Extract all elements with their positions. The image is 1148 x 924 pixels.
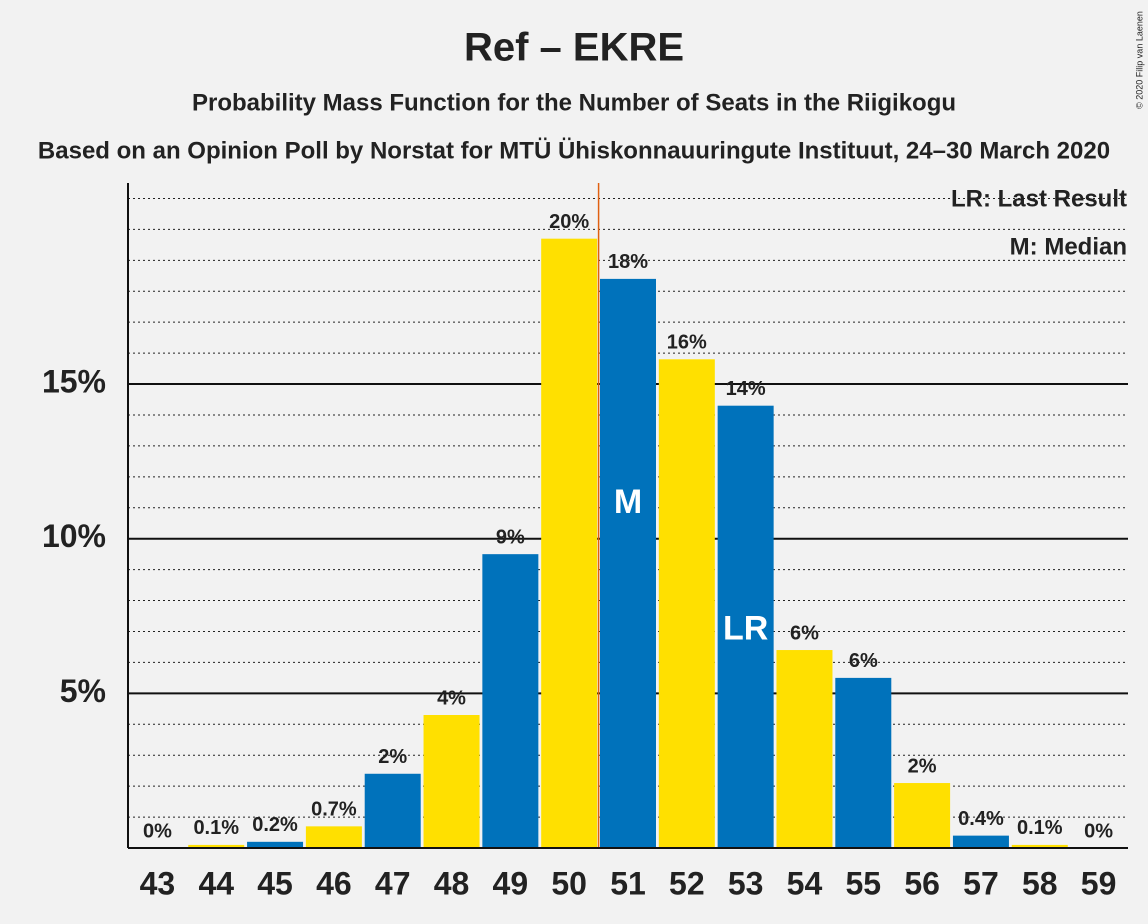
x-tick-label: 49 bbox=[493, 865, 529, 901]
bar bbox=[658, 359, 715, 848]
bar-annotation: M bbox=[614, 483, 642, 521]
value-label: 2% bbox=[908, 755, 937, 777]
value-label: 16% bbox=[667, 332, 707, 354]
x-tick-label: 57 bbox=[963, 865, 999, 901]
bar bbox=[1011, 844, 1068, 848]
x-tick-label: 46 bbox=[316, 865, 352, 901]
value-label: 18% bbox=[608, 251, 648, 273]
x-tick-label: 45 bbox=[257, 865, 293, 901]
bar bbox=[423, 715, 480, 848]
value-label: 6% bbox=[849, 650, 878, 672]
x-tick-label: 59 bbox=[1081, 865, 1117, 901]
chart-subtitle: Probability Mass Function for the Number… bbox=[192, 89, 956, 116]
bar bbox=[541, 238, 598, 848]
x-tick-label: 55 bbox=[845, 865, 881, 901]
chart-title: Ref – EKRE bbox=[464, 26, 684, 70]
bar bbox=[717, 405, 774, 848]
value-label: 9% bbox=[496, 526, 525, 548]
bar bbox=[247, 841, 304, 848]
value-label: 0.1% bbox=[1017, 817, 1063, 839]
x-tick-label: 51 bbox=[610, 865, 646, 901]
chart-subtitle: Based on an Opinion Poll by Norstat for … bbox=[38, 137, 1110, 164]
copyright: © 2020 Filip van Laenen bbox=[1134, 11, 1144, 109]
value-label: 0% bbox=[1084, 820, 1113, 842]
x-tick-label: 58 bbox=[1022, 865, 1058, 901]
bar bbox=[776, 650, 833, 848]
value-label: 4% bbox=[437, 687, 466, 709]
y-tick-label: 15% bbox=[42, 363, 106, 399]
x-tick-label: 54 bbox=[787, 865, 823, 901]
x-tick-label: 50 bbox=[551, 865, 587, 901]
x-tick-label: 44 bbox=[198, 865, 234, 901]
x-tick-label: 47 bbox=[375, 865, 411, 901]
bar bbox=[305, 826, 362, 848]
value-label: 0.1% bbox=[193, 817, 239, 839]
value-label: 0% bbox=[143, 820, 172, 842]
x-tick-label: 48 bbox=[434, 865, 470, 901]
value-label: 20% bbox=[549, 211, 589, 233]
legend-entry: M: Median bbox=[1010, 233, 1127, 260]
bar bbox=[952, 835, 1009, 848]
y-tick-label: 10% bbox=[42, 518, 106, 554]
x-tick-label: 52 bbox=[669, 865, 705, 901]
value-label: 2% bbox=[378, 746, 407, 768]
value-label: 0.7% bbox=[311, 799, 357, 821]
value-label: 6% bbox=[790, 622, 819, 644]
x-tick-label: 43 bbox=[140, 865, 176, 901]
x-tick-label: 53 bbox=[728, 865, 764, 901]
bar bbox=[364, 773, 421, 848]
bar bbox=[188, 844, 245, 848]
bar bbox=[894, 783, 951, 848]
y-tick-label: 5% bbox=[60, 673, 106, 709]
bar bbox=[482, 554, 539, 848]
bar-annotation: LR bbox=[723, 610, 768, 648]
bar bbox=[835, 677, 892, 848]
value-label: 0.4% bbox=[958, 808, 1004, 830]
value-label: 14% bbox=[726, 378, 766, 400]
bar bbox=[600, 278, 656, 848]
x-tick-label: 56 bbox=[904, 865, 940, 901]
value-label: 0.2% bbox=[252, 814, 298, 836]
